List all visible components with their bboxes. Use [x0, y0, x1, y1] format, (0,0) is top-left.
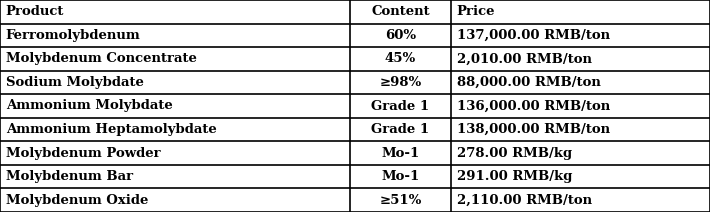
Text: Ferromolybdenum: Ferromolybdenum — [6, 29, 141, 42]
Text: 2,110.00 RMB/ton: 2,110.00 RMB/ton — [457, 194, 591, 207]
Text: 137,000.00 RMB/ton: 137,000.00 RMB/ton — [457, 29, 610, 42]
Text: 88,000.00 RMB/ton: 88,000.00 RMB/ton — [457, 76, 601, 89]
Text: Ammonium Molybdate: Ammonium Molybdate — [6, 99, 173, 113]
Text: Ammonium Heptamolybdate: Ammonium Heptamolybdate — [6, 123, 217, 136]
Text: Mo-1: Mo-1 — [381, 147, 420, 160]
Text: 45%: 45% — [385, 52, 416, 65]
Text: Price: Price — [457, 5, 495, 18]
Text: Molybdenum Powder: Molybdenum Powder — [6, 147, 160, 160]
Text: Content: Content — [371, 5, 430, 18]
Text: Grade 1: Grade 1 — [371, 123, 430, 136]
Text: 278.00 RMB/kg: 278.00 RMB/kg — [457, 147, 572, 160]
Text: Grade 1: Grade 1 — [371, 99, 430, 113]
Text: Mo-1: Mo-1 — [381, 170, 420, 183]
Text: 138,000.00 RMB/ton: 138,000.00 RMB/ton — [457, 123, 610, 136]
Text: Product: Product — [6, 5, 64, 18]
Text: ≥98%: ≥98% — [379, 76, 422, 89]
Text: 291.00 RMB/kg: 291.00 RMB/kg — [457, 170, 572, 183]
Text: Molybdenum Oxide: Molybdenum Oxide — [6, 194, 148, 207]
Text: 2,010.00 RMB/ton: 2,010.00 RMB/ton — [457, 52, 591, 65]
Text: Molybdenum Concentrate: Molybdenum Concentrate — [6, 52, 197, 65]
Text: 136,000.00 RMB/ton: 136,000.00 RMB/ton — [457, 99, 610, 113]
Text: Sodium Molybdate: Sodium Molybdate — [6, 76, 143, 89]
Text: ≥51%: ≥51% — [379, 194, 422, 207]
Text: Molybdenum Bar: Molybdenum Bar — [6, 170, 133, 183]
Text: 60%: 60% — [385, 29, 416, 42]
